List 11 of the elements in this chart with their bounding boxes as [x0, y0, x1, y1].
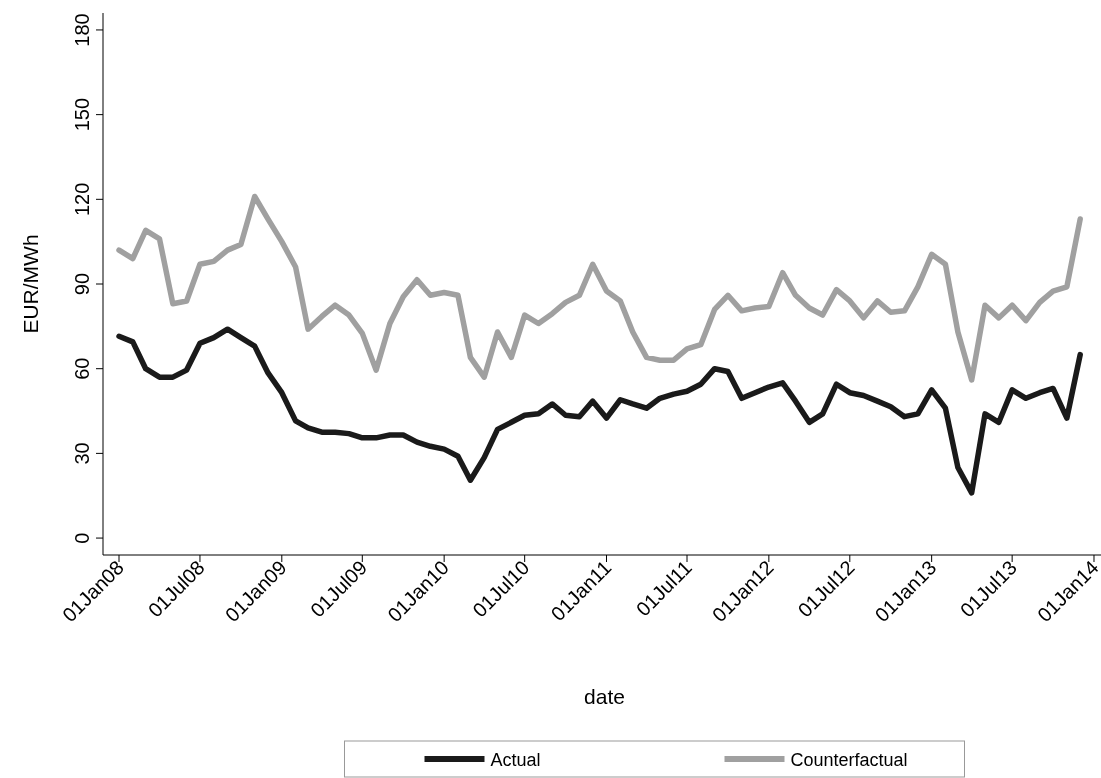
y-tick-label: 0: [71, 532, 93, 544]
y-tick-label: 90: [71, 272, 93, 296]
y-tick-label: 180: [71, 13, 93, 47]
x-axis-title: date: [584, 685, 625, 708]
legend-label: Actual: [490, 750, 541, 770]
y-tick-label: 30: [71, 442, 93, 465]
y-tick-label: 150: [71, 97, 93, 132]
y-tick-label: 60: [71, 357, 93, 380]
y-tick-label: 120: [71, 182, 93, 216]
y-axis-title: EUR/MWh: [19, 234, 42, 334]
legend-label: Counterfactual: [790, 750, 908, 770]
